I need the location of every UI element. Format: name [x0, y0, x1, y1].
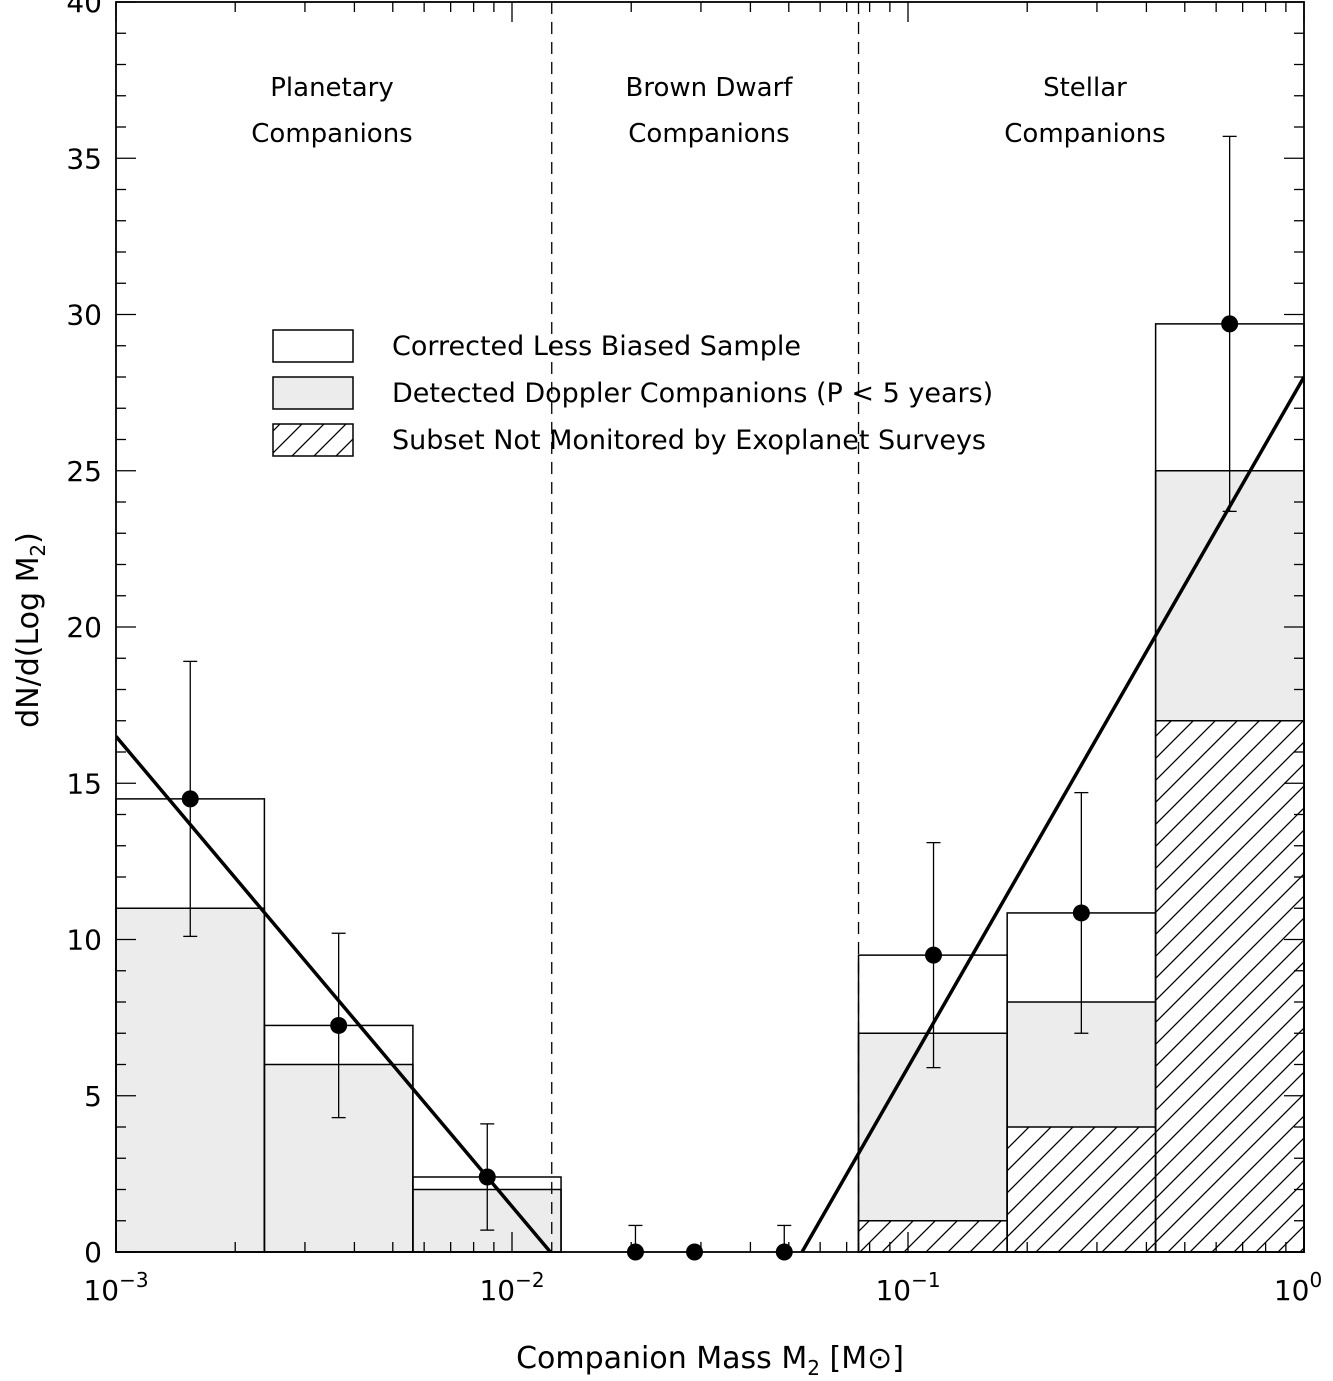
y-title-close: ) — [11, 532, 46, 544]
region-label-brown-dwarf-line2: Companions — [628, 119, 789, 149]
region-label-planetary-line2: Companions — [251, 119, 412, 149]
x-tick-label-0: 10−3 — [83, 1268, 148, 1307]
region-label-planetary-line1: Planetary — [270, 73, 394, 103]
region-labels: Planetary Companions Brown Dwarf Compani… — [251, 73, 1165, 149]
data-point-1 — [330, 1016, 348, 1034]
y-tick-label-35: 35 — [66, 142, 102, 175]
data-point-7 — [1072, 904, 1090, 922]
x-title-main: Companion Mass M — [516, 1341, 807, 1376]
x-tick-labels: 10−3 10−2 10−1 100 — [83, 1268, 1322, 1307]
x-tick-label-2: 10−1 — [875, 1268, 940, 1307]
fit-line-1 — [800, 376, 1304, 1252]
y-axis-title: dN/d(Log M2) — [11, 532, 50, 728]
doppler-bar-0 — [115, 907, 266, 1253]
legend-swatch-open — [272, 329, 354, 363]
data-point-6 — [925, 946, 943, 964]
x-title-unit-close: ] — [892, 1341, 904, 1376]
legend-label-corrected: Corrected Less Biased Sample — [392, 331, 801, 362]
y-tick-label-40: 40 — [66, 0, 102, 19]
data-points — [181, 135, 1239, 1261]
y-tick-label-5: 5 — [84, 1080, 102, 1113]
svg-text:dN/d(Log M2): dN/d(Log M2) — [11, 532, 50, 728]
unmonitored-bar-2 — [1154, 720, 1305, 1253]
y-tick-label-30: 30 — [66, 299, 102, 332]
region-label-stellar-line2: Companions — [1004, 119, 1165, 149]
region-label-brown-dwarf-line1: Brown Dwarf — [626, 73, 794, 103]
x-axis-title: Companion Mass M2 [M⊙] — [516, 1341, 904, 1380]
sun-symbol: ⊙ — [867, 1341, 892, 1376]
x-title-subscript: 2 — [807, 1356, 820, 1380]
x-tick-label-1: 10−2 — [479, 1268, 544, 1307]
region-label-stellar-line1: Stellar — [1043, 73, 1127, 103]
y-tick-label-0: 0 — [84, 1236, 102, 1269]
fit-line-0 — [116, 735, 552, 1252]
y-tick-label-20: 20 — [66, 611, 102, 644]
region-dividers — [551, 2, 860, 1252]
fit-lines — [116, 376, 1304, 1252]
y-title-subscript: 2 — [26, 544, 50, 557]
unmonitored-bar-1 — [1006, 1126, 1157, 1253]
legend-swatch-gray — [272, 376, 354, 410]
svg-text:Companion Mass M2 [M⊙]: Companion Mass M2 [M⊙] — [516, 1341, 904, 1380]
legend: Corrected Less Biased Sample Detected Do… — [272, 329, 993, 457]
x-title-unit-open: [M — [820, 1341, 867, 1376]
y-tick-label-15: 15 — [66, 767, 102, 800]
y-tick-labels: 0 5 10 15 20 25 30 35 40 — [66, 0, 102, 1269]
y-title-main: dN/d(Log M — [11, 557, 46, 728]
legend-label-detected: Detected Doppler Companions (P < 5 years… — [392, 378, 993, 409]
y-tick-label-25: 25 — [66, 455, 102, 488]
legend-label-unmonitored: Subset Not Monitored by Exoplanet Survey… — [392, 425, 986, 456]
x-tick-label-3: 100 — [1274, 1268, 1322, 1307]
data-point-8 — [1221, 315, 1239, 333]
unmonitored-bar-0 — [857, 1220, 1008, 1253]
data-point-0 — [181, 790, 199, 808]
legend-swatch-hatched — [272, 423, 354, 457]
doppler-bar-3 — [857, 1032, 1008, 1253]
data-point-2 — [478, 1168, 496, 1186]
y-tick-label-10: 10 — [66, 924, 102, 957]
axes-frame — [115, 1, 1305, 1253]
